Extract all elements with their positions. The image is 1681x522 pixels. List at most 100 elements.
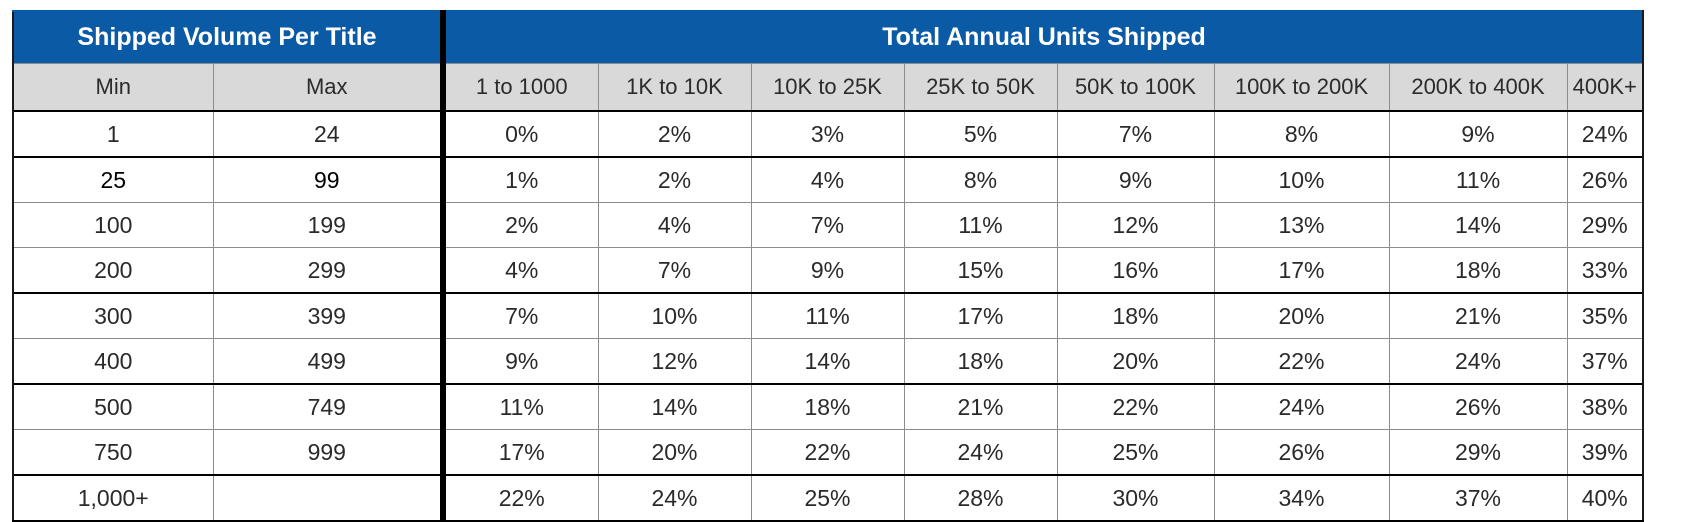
percent-cell: 22% — [440, 474, 598, 522]
table-row: 25 99 1% 2% 4% 8% 9% 10% 11% 26% — [12, 156, 1644, 203]
percent-cell: 9% — [1388, 110, 1567, 157]
table-row: 400 499 9% 12% 14% 18% 20% 22% 24% 37% — [12, 338, 1644, 384]
percent-cell: 18% — [1056, 292, 1214, 339]
percent-cell: 21% — [1388, 292, 1567, 339]
percent-cell: 7% — [597, 247, 751, 293]
percent-cell: 37% — [1566, 338, 1644, 384]
percent-cell: 29% — [1388, 429, 1567, 475]
percent-cell: 20% — [1213, 292, 1389, 339]
percent-cell: 2% — [597, 156, 751, 203]
range-header: 1 to 1000 — [440, 63, 598, 111]
percent-cell: 4% — [750, 156, 904, 203]
percent-cell: 24% — [1213, 383, 1389, 430]
percent-cell: 2% — [597, 110, 751, 157]
percent-cell: 28% — [903, 474, 1057, 522]
max-header: Max — [212, 63, 443, 111]
percent-cell: 24% — [597, 474, 751, 522]
percent-cell: 11% — [750, 292, 904, 339]
table-row: 200 299 4% 7% 9% 15% 16% 17% 18% 33% — [12, 247, 1644, 293]
min-cell: 500 — [12, 383, 213, 430]
percent-cell: 9% — [440, 338, 598, 384]
max-cell — [212, 474, 443, 522]
max-cell: 499 — [212, 338, 443, 384]
percent-cell: 22% — [1213, 338, 1389, 384]
range-header: 1K to 10K — [597, 63, 751, 111]
percent-cell: 7% — [1056, 110, 1214, 157]
percent-cell: 24% — [1566, 110, 1644, 157]
percent-cell: 8% — [903, 156, 1057, 203]
percent-cell: 13% — [1213, 202, 1389, 248]
percent-cell: 25% — [1056, 429, 1214, 475]
percent-cell: 17% — [440, 429, 598, 475]
percent-cell: 10% — [1213, 156, 1389, 203]
percent-cell: 7% — [750, 202, 904, 248]
percent-cell: 26% — [1388, 383, 1567, 430]
percent-cell: 24% — [1388, 338, 1567, 384]
min-cell: 750 — [12, 429, 213, 475]
percent-cell: 1% — [440, 156, 598, 203]
percent-cell: 22% — [750, 429, 904, 475]
min-cell: 200 — [12, 247, 213, 293]
percent-cell: 29% — [1566, 202, 1644, 248]
min-cell: 400 — [12, 338, 213, 384]
shipped-volume-header: Shipped Volume Per Title — [12, 10, 443, 64]
percent-cell: 5% — [903, 110, 1057, 157]
percent-cell: 9% — [750, 247, 904, 293]
percent-cell: 12% — [1056, 202, 1214, 248]
table-body: 1 24 0% 2% 3% 5% 7% 8% 9% 24% 25 99 1% 2% 4% 8% 9% 10% 11%… — [12, 110, 1644, 522]
column-header-row: Min Max 1 to 1000 1K to 10K 10K to 25K 2… — [12, 63, 1644, 111]
percent-cell: 16% — [1056, 247, 1214, 293]
min-cell: 1,000+ — [12, 474, 213, 522]
percent-cell: 35% — [1566, 292, 1644, 339]
min-header: Min — [12, 63, 213, 111]
max-cell: 24 — [212, 110, 443, 157]
percent-cell: 18% — [903, 338, 1057, 384]
max-cell: 999 — [212, 429, 443, 475]
percent-cell: 3% — [750, 110, 904, 157]
percent-cell: 4% — [440, 247, 598, 293]
max-cell: 199 — [212, 202, 443, 248]
percent-cell: 25% — [750, 474, 904, 522]
percent-cell: 9% — [1056, 156, 1214, 203]
max-cell: 99 — [212, 156, 443, 203]
percent-cell: 18% — [1388, 247, 1567, 293]
table-row: 750 999 17% 20% 22% 24% 25% 26% 29% 39% — [12, 429, 1644, 475]
max-cell: 399 — [212, 292, 443, 339]
min-cell: 25 — [12, 156, 213, 203]
shipped-volume-table: Shipped Volume Per Title Total Annual Un… — [12, 10, 1644, 522]
percent-cell: 20% — [597, 429, 751, 475]
percent-cell: 15% — [903, 247, 1057, 293]
percent-cell: 33% — [1566, 247, 1644, 293]
table-row: 500 749 11% 14% 18% 21% 22% 24% 26% 38% — [12, 383, 1644, 430]
table-container: Shipped Volume Per Title Total Annual Un… — [12, 10, 1644, 522]
percent-cell: 7% — [440, 292, 598, 339]
percent-cell: 24% — [903, 429, 1057, 475]
percent-cell: 14% — [597, 383, 751, 430]
percent-cell: 17% — [1213, 247, 1389, 293]
percent-cell: 11% — [903, 202, 1057, 248]
range-header: 100K to 200K — [1213, 63, 1389, 111]
percent-cell: 17% — [903, 292, 1057, 339]
range-header: 10K to 25K — [750, 63, 904, 111]
percent-cell: 11% — [440, 383, 598, 430]
percent-cell: 26% — [1566, 156, 1644, 203]
percent-cell: 30% — [1056, 474, 1214, 522]
min-cell: 100 — [12, 202, 213, 248]
percent-cell: 26% — [1213, 429, 1389, 475]
percent-cell: 18% — [750, 383, 904, 430]
annual-units-header: Total Annual Units Shipped — [440, 10, 1644, 64]
percent-cell: 39% — [1566, 429, 1644, 475]
percent-cell: 22% — [1056, 383, 1214, 430]
range-header: 400K+ — [1566, 63, 1644, 111]
percent-cell: 37% — [1388, 474, 1567, 522]
percent-cell: 40% — [1566, 474, 1644, 522]
percent-cell: 2% — [440, 202, 598, 248]
banner-row: Shipped Volume Per Title Total Annual Un… — [12, 10, 1644, 64]
table-row: 1,000+ 22% 24% 25% 28% 30% 34% 37% 40% — [12, 474, 1644, 522]
max-cell: 749 — [212, 383, 443, 430]
percent-cell: 38% — [1566, 383, 1644, 430]
percent-cell: 21% — [903, 383, 1057, 430]
max-cell: 299 — [212, 247, 443, 293]
table-row: 300 399 7% 10% 11% 17% 18% 20% 21% 35% — [12, 292, 1644, 339]
range-header: 25K to 50K — [903, 63, 1057, 111]
